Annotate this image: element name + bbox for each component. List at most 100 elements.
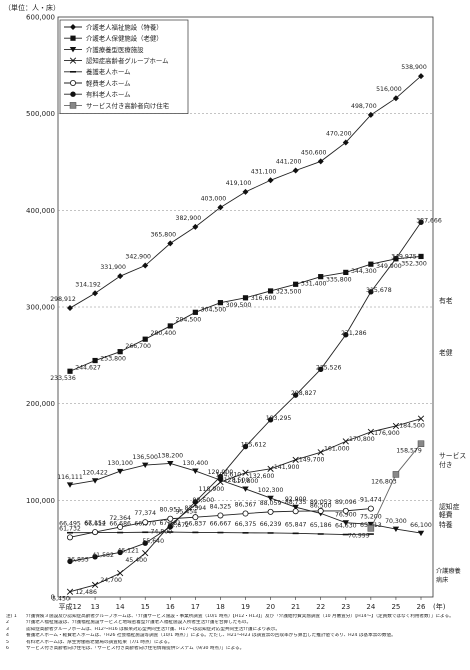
- data-point: [92, 357, 98, 364]
- data-label: 450,600: [301, 149, 327, 156]
- data-label: 65,186: [310, 522, 332, 529]
- unit-label: （単位：人・床）: [4, 4, 60, 12]
- data-point: [192, 499, 199, 505]
- data-point: [192, 223, 199, 230]
- footnote-row: 5 有料老人ホームは、厚生労働省老健局の調査結果（7/1 時点）による。: [6, 640, 464, 646]
- y-tick-label: 300,000: [26, 304, 55, 312]
- footnote-marker: 6: [6, 646, 9, 652]
- footnote-row: 4 養護老人ホーム・軽費老人ホームは、「H26 社会福祉施設等調査（10/1 時点…: [6, 633, 464, 639]
- data-point: [92, 529, 99, 536]
- data-label: 331,900: [100, 264, 126, 271]
- y-tick-label: 500,000: [26, 110, 55, 118]
- data-point: [292, 508, 299, 515]
- marker-stroke: [292, 456, 299, 463]
- data-label: 70,999: [348, 532, 370, 539]
- x-tick-label: 25: [391, 603, 400, 611]
- data-label: 382,900: [176, 215, 202, 222]
- x-tick-label: 18: [216, 603, 225, 611]
- data-label: 45,400: [125, 557, 147, 564]
- data-point: [267, 417, 274, 423]
- data-label: 116,111: [57, 474, 83, 481]
- data-point: [292, 392, 299, 398]
- footnote-marker: 2: [6, 620, 9, 626]
- legend-item: 認知症高齢者グループホーム: [64, 56, 169, 65]
- data-label: 184,500: [399, 423, 425, 430]
- legend-item: 介護老人保健施設（老健）: [64, 34, 163, 43]
- data-point: [267, 465, 274, 472]
- data-label: 253,800: [100, 356, 126, 363]
- data-label: 76,900: [335, 512, 357, 519]
- data-label: 155,612: [241, 442, 267, 449]
- x-tick-label: 24: [366, 603, 375, 611]
- footnote-text: サービス付き高齢者向け住宅は、「サービス付き高齢者向け住宅情報提供システム（9/…: [26, 646, 245, 652]
- marker-stroke: [317, 449, 324, 456]
- data-point: [217, 512, 224, 519]
- data-point: [167, 531, 174, 533]
- data-label: 419,100: [226, 180, 252, 187]
- legend-label: 軽費老人ホーム: [86, 78, 131, 87]
- data-point: [392, 471, 400, 478]
- data-point: [367, 428, 374, 436]
- data-point: [192, 531, 199, 534]
- data-point: [317, 158, 324, 165]
- data-label: 323,500: [276, 288, 302, 295]
- data-label: 61,732: [59, 525, 81, 532]
- data-point: [167, 524, 173, 530]
- data-label: 136,500: [132, 454, 158, 461]
- data-point: [267, 495, 274, 502]
- data-point: [167, 515, 174, 522]
- data-point: [117, 549, 123, 556]
- legend-item: サービス付き高齢者向け住宅: [64, 101, 170, 110]
- data-point: [342, 533, 349, 536]
- data-point: [116, 468, 124, 475]
- data-label: 91,474: [360, 497, 382, 504]
- marker-stroke: [242, 469, 249, 476]
- footnote-marker: 注) 1: [6, 614, 17, 619]
- data-label: 176,900: [374, 430, 400, 437]
- right-series-label: サービス: [439, 451, 466, 460]
- marker-stroke: [91, 581, 99, 589]
- marker-stroke: [342, 438, 349, 445]
- data-point: [192, 309, 198, 315]
- data-label: 66,686: [109, 521, 131, 528]
- data-label: 316,600: [251, 295, 277, 302]
- x-tick-label: 13: [91, 603, 100, 611]
- legend-label: 介護老人福祉施設（特養）: [86, 22, 163, 31]
- data-label: 72,672: [167, 522, 189, 529]
- data-label: 95,454: [176, 509, 198, 516]
- data-label: 431,100: [251, 168, 277, 175]
- legend-label: 認知症高齢者グループホーム: [86, 56, 169, 65]
- data-point: [242, 188, 249, 195]
- marker-stroke: [142, 549, 149, 557]
- data-label: 365,800: [150, 231, 176, 238]
- legend-label: 養護老人ホーム: [86, 67, 131, 76]
- data-point: [192, 514, 199, 521]
- data-point: [117, 570, 124, 577]
- data-label: 75,200: [360, 513, 382, 520]
- data-label: 118,900: [199, 486, 225, 493]
- data-point: [167, 323, 173, 329]
- data-point: [242, 486, 249, 492]
- data-label: 266,700: [125, 343, 151, 350]
- x-tick-label: 17: [191, 603, 200, 611]
- data-point: [217, 300, 224, 306]
- data-label: 161,000: [324, 445, 350, 452]
- data-point: [67, 305, 73, 312]
- data-point: [91, 478, 99, 484]
- data-point: [217, 478, 224, 486]
- data-point: [392, 422, 400, 430]
- data-point: [292, 167, 299, 174]
- data-point: [142, 549, 149, 557]
- legend-item: 介護老人福祉施設（特養）: [64, 22, 163, 31]
- data-point: [417, 530, 425, 537]
- data-label: 66,667: [210, 521, 232, 528]
- right-series-label: 有老: [439, 296, 453, 305]
- series-8: 70,999 126,803 158,579 サービス付き: [348, 440, 466, 539]
- x-tick-label: 平成12: [59, 602, 82, 611]
- data-label: 233,536: [50, 375, 76, 382]
- data-label: 86,500: [310, 502, 332, 509]
- footnote-row: 2 介護老人福祉施設は、介護福祉施設サービスと地域密着型介護老人福祉施設入所者生活…: [6, 620, 464, 626]
- data-point: [142, 519, 149, 526]
- data-point: [91, 581, 99, 589]
- data-label: 12,486: [75, 589, 97, 596]
